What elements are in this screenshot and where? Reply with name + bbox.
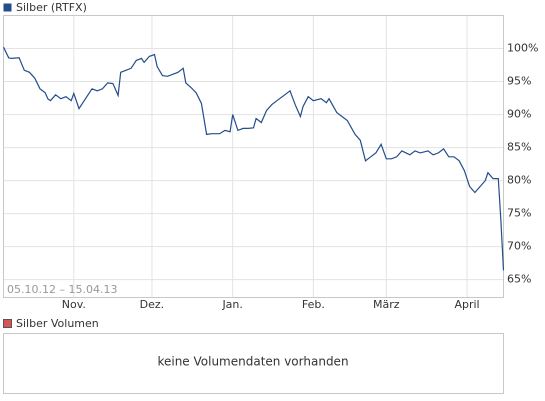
volume-legend-label: Silber Volumen bbox=[16, 317, 99, 330]
y-tick-label: 85% bbox=[507, 141, 531, 154]
y-tick-label: 100% bbox=[507, 42, 538, 55]
y-tick-label: 95% bbox=[507, 75, 531, 88]
price-line bbox=[2, 46, 505, 271]
y-tick-label: 90% bbox=[507, 108, 531, 121]
legend-swatch bbox=[3, 3, 12, 12]
y-tick-label: 80% bbox=[507, 174, 531, 187]
x-tick-label: Feb. bbox=[302, 298, 325, 311]
x-tick-label: Jan. bbox=[221, 298, 242, 311]
legend-label: Silber (RTFX) bbox=[16, 1, 87, 14]
y-tick-label: 75% bbox=[507, 207, 531, 220]
plot-frame bbox=[3, 15, 504, 298]
volume-frame bbox=[3, 333, 504, 394]
x-tick-label: März bbox=[373, 298, 400, 311]
x-tick-label: Nov. bbox=[62, 298, 86, 311]
y-tick-label: 65% bbox=[507, 273, 531, 286]
date-range: 05.10.12 – 15.04.13 bbox=[7, 283, 117, 296]
x-tick-label: April bbox=[454, 298, 479, 311]
y-tick-label: 70% bbox=[507, 240, 531, 253]
volume-message: keine Volumendaten vorhanden bbox=[157, 355, 348, 369]
x-tick-label: Dez. bbox=[140, 298, 165, 311]
volume-legend-swatch bbox=[3, 319, 12, 328]
